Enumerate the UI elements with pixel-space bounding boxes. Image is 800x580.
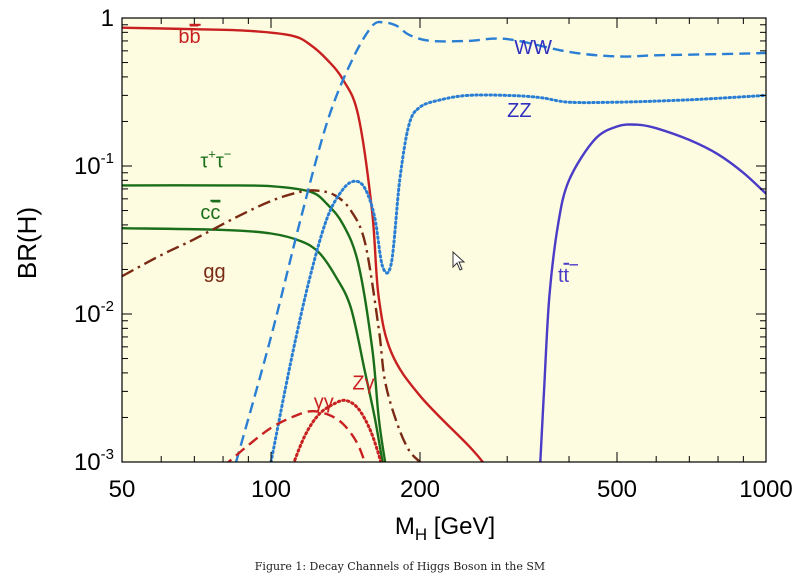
series-line xyxy=(226,409,366,462)
series-line xyxy=(122,26,484,462)
x-tick-label: 200 xyxy=(400,476,440,503)
series-label: cc xyxy=(200,202,220,224)
plot-area xyxy=(122,18,766,462)
mouse-pointer-icon xyxy=(452,251,466,271)
series-line xyxy=(269,93,766,462)
series-labels: bb WW ZZ τ+τ− cc gg tt γγ Zγ xyxy=(178,25,578,413)
x-tick-label: 1000 xyxy=(739,476,792,503)
series-line xyxy=(122,184,387,462)
y-tick-label: 10-1 xyxy=(74,150,114,180)
y-tick-label: 10-2 xyxy=(74,298,114,328)
figure-caption: Figure 1: Decay Channels of Higgs Boson … xyxy=(254,560,546,573)
series-label: γγ xyxy=(314,391,334,413)
axis-ticks xyxy=(122,18,766,462)
series-label: Zγ xyxy=(352,372,374,394)
x-axis-label: MH [GeV] xyxy=(395,513,495,544)
x-tick-label: 100 xyxy=(251,476,291,503)
series-label: WW xyxy=(514,37,552,59)
series-line xyxy=(122,189,421,462)
series-label: bb xyxy=(178,26,200,48)
series-line xyxy=(122,227,384,462)
series-label: ZZ xyxy=(507,100,531,122)
x-tick-label: 50 xyxy=(109,476,136,503)
series-label: τ+τ− xyxy=(200,146,231,172)
series-line xyxy=(292,398,383,462)
series-label: gg xyxy=(203,261,225,283)
axis-tick-labels: 50 100 200 500 1000 1 10-1 10-2 10-3 xyxy=(74,5,793,503)
y-tick-label: 1 xyxy=(101,5,114,32)
y-tick-label: 10-3 xyxy=(74,446,114,476)
plot-frame xyxy=(121,17,767,463)
x-tick-label: 500 xyxy=(597,476,637,503)
series-label: tt xyxy=(558,265,570,287)
series-curves xyxy=(122,20,766,462)
series-line xyxy=(539,123,766,462)
y-axis-label: BR(H) xyxy=(12,207,42,279)
